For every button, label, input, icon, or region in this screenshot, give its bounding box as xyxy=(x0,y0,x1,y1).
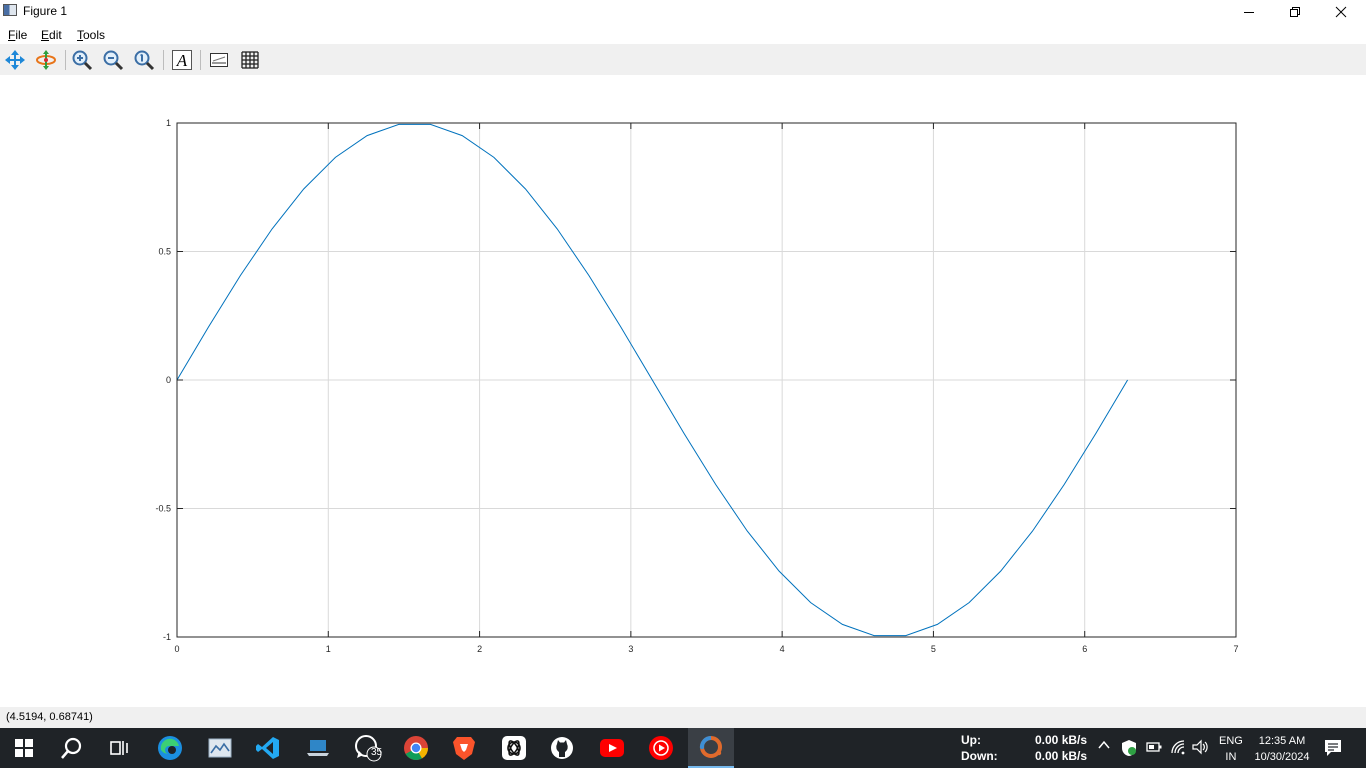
network-speed-labels: Up: Down: xyxy=(961,733,998,763)
toolbar-separator xyxy=(65,50,66,70)
system-clock[interactable]: 12:35 AM 10/30/2024 xyxy=(1254,735,1310,763)
chatgpt-icon xyxy=(502,736,526,760)
x-tick-label: 2 xyxy=(477,644,482,654)
toggle-grid-button[interactable] xyxy=(238,48,262,72)
zoom-in-button[interactable] xyxy=(70,48,94,72)
volume-icon[interactable] xyxy=(1192,739,1210,755)
plot-svg[interactable]: 0 1 2 3 4 5 6 7 1 0.5 0 -0.5 -1 xyxy=(0,75,1366,707)
taskbar-chatgpt[interactable] xyxy=(498,732,530,764)
x-tick-label: 6 xyxy=(1082,644,1087,654)
pan-button[interactable] xyxy=(3,48,27,72)
taskbar-octave[interactable] xyxy=(688,728,734,768)
menu-edit[interactable]: Edit xyxy=(41,28,62,42)
toggle-axes-button[interactable] xyxy=(207,48,231,72)
y-tick-label: 0 xyxy=(166,375,171,385)
taskbar-chrome[interactable] xyxy=(400,732,432,764)
y-tick-label: 0.5 xyxy=(158,247,171,257)
taskbar: 35 Up: Down: 0.00 kB/s 0.00 kB/s ENG IN … xyxy=(0,728,1366,768)
x-tick-label: 1 xyxy=(326,644,331,654)
toolbar-separator xyxy=(163,50,164,70)
sine-series-line xyxy=(176,123,1129,637)
taskbar-youtube-music[interactable] xyxy=(645,732,677,764)
x-tick-label: 7 xyxy=(1233,644,1238,654)
network-speed-values: 0.00 kB/s 0.00 kB/s xyxy=(1035,733,1088,763)
vscode-icon xyxy=(256,737,279,759)
axes-box xyxy=(176,122,1237,638)
zoom-in-icon xyxy=(72,50,93,71)
restore-icon xyxy=(1290,7,1300,17)
laptop-app-icon xyxy=(307,740,329,756)
x-tick-label: 3 xyxy=(628,644,633,654)
y-tick-label: 1 xyxy=(166,118,171,128)
title-bar: Figure 1 xyxy=(0,0,1366,24)
pointer-coordinates: (4.5194, 0.68741) xyxy=(6,711,93,723)
taskbar-brave[interactable] xyxy=(448,732,480,764)
task-view-icon xyxy=(110,741,128,755)
x-tick-label: 4 xyxy=(780,644,785,654)
tick-labels: 0 1 2 3 4 5 6 7 1 0.5 0 -0.5 -1 xyxy=(155,118,1238,654)
start-button[interactable] xyxy=(8,732,40,764)
whatsapp-icon xyxy=(355,735,382,762)
taskbar-laptop-app[interactable] xyxy=(302,732,334,764)
edge-icon xyxy=(158,736,182,760)
minimize-button[interactable] xyxy=(1226,0,1272,24)
brave-icon xyxy=(453,737,475,760)
photos-icon xyxy=(208,738,232,758)
taskbar-photos[interactable] xyxy=(204,732,236,764)
youtube-music-icon xyxy=(649,736,673,760)
minimize-icon xyxy=(1244,12,1254,13)
input-language[interactable]: ENG IN xyxy=(1219,735,1243,763)
zoom-reset-button[interactable] xyxy=(132,48,156,72)
taskbar-youtube[interactable] xyxy=(596,732,628,764)
chevron-up-icon[interactable] xyxy=(1098,740,1110,750)
task-view-button[interactable] xyxy=(104,732,136,764)
toggle-grid-icon xyxy=(241,51,259,69)
rotate-button[interactable] xyxy=(34,48,58,72)
toolbar-separator xyxy=(200,50,201,70)
toggle-axes-icon xyxy=(210,53,228,67)
insert-text-button[interactable]: A xyxy=(170,48,194,72)
zoom-reset-icon xyxy=(134,50,155,71)
y-tick-label: -1 xyxy=(163,632,171,642)
octave-icon xyxy=(699,736,722,758)
taskbar-edge[interactable] xyxy=(154,732,186,764)
x-tick-label: 0 xyxy=(174,644,179,654)
pan-icon xyxy=(5,50,25,70)
figure-window-icon xyxy=(3,4,17,16)
rotate-icon xyxy=(36,50,56,70)
menu-file[interactable]: File xyxy=(8,28,28,42)
battery-icon[interactable] xyxy=(1146,741,1162,753)
search-icon xyxy=(61,737,82,759)
windows-start-icon xyxy=(15,739,33,757)
notifications-icon[interactable] xyxy=(1324,739,1342,757)
status-bar: (4.5194, 0.68741) xyxy=(0,707,1366,728)
taskbar-whatsapp[interactable]: 35 xyxy=(352,732,384,764)
github-icon xyxy=(551,737,573,759)
svg-text:A: A xyxy=(176,51,188,70)
security-shield-icon[interactable] xyxy=(1121,739,1137,757)
figure-canvas[interactable]: 0 1 2 3 4 5 6 7 1 0.5 0 -0.5 -1 xyxy=(0,75,1366,707)
window-title: Figure 1 xyxy=(23,4,68,18)
grid-lines xyxy=(176,122,1237,638)
zoom-out-button[interactable] xyxy=(101,48,125,72)
restore-button[interactable] xyxy=(1272,0,1318,24)
notification-badge: 35 xyxy=(371,747,383,758)
chrome-icon xyxy=(404,736,428,761)
series-layer xyxy=(176,123,1129,637)
search-button[interactable] xyxy=(56,732,88,764)
close-button[interactable] xyxy=(1318,0,1364,24)
taskbar-github[interactable] xyxy=(546,732,578,764)
menu-tools[interactable]: Tools xyxy=(77,28,106,42)
taskbar-vscode[interactable] xyxy=(252,732,284,764)
wifi-icon[interactable] xyxy=(1170,739,1186,755)
figure-toolbar: A xyxy=(0,44,1366,75)
x-tick-label: 5 xyxy=(931,644,936,654)
close-icon xyxy=(1335,6,1347,18)
zoom-out-icon xyxy=(103,50,124,71)
menu-bar: File Edit Tools xyxy=(0,24,1366,44)
y-tick-label: -0.5 xyxy=(155,504,171,514)
insert-text-icon: A xyxy=(172,50,192,70)
youtube-icon xyxy=(600,739,624,757)
